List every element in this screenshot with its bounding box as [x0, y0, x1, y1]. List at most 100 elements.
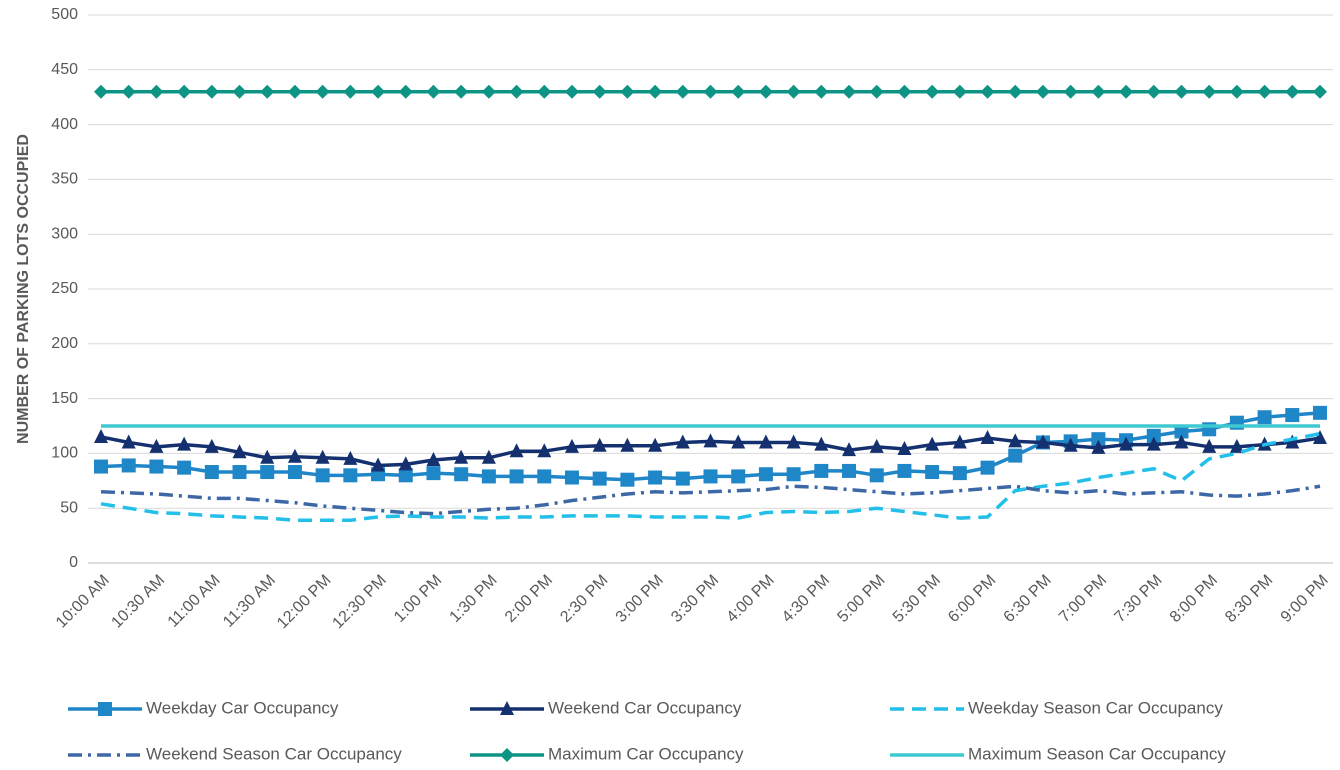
marker: [814, 84, 829, 99]
marker: [315, 449, 330, 464]
marker: [371, 84, 386, 99]
marker: [1035, 434, 1050, 449]
marker: [260, 84, 275, 99]
marker: [648, 84, 663, 99]
marker: [232, 465, 247, 480]
legend-label: Weekday Season Car Occupancy: [968, 698, 1223, 717]
y-tick-label: 50: [60, 499, 78, 516]
marker: [1146, 84, 1161, 99]
marker: [1091, 432, 1106, 447]
marker: [509, 443, 524, 458]
marker: [703, 469, 718, 484]
marker: [287, 465, 302, 480]
marker: [232, 444, 247, 459]
marker: [371, 457, 386, 472]
marker: [925, 84, 940, 99]
marker: [675, 84, 690, 99]
marker: [454, 84, 469, 99]
marker: [94, 84, 108, 99]
marker: [343, 84, 358, 99]
x-tick-label: 11:00 AM: [165, 572, 224, 631]
marker: [731, 469, 746, 484]
marker: [980, 460, 995, 475]
marker: [1174, 424, 1189, 439]
x-tick-label: 8:00 PM: [1167, 572, 1221, 626]
marker: [869, 84, 884, 99]
y-tick-label: 100: [51, 445, 78, 462]
marker: [509, 84, 524, 99]
marker: [786, 467, 801, 482]
marker: [1119, 436, 1134, 451]
marker: [925, 436, 940, 451]
marker: [842, 442, 857, 457]
x-tick-label: 10:00 AM: [53, 572, 113, 632]
x-tick-label: 6:30 PM: [1001, 572, 1055, 626]
marker: [121, 458, 136, 473]
marker: [952, 434, 967, 449]
x-tick-label: 1:30 PM: [447, 572, 501, 626]
marker: [620, 84, 635, 99]
marker: [204, 84, 219, 99]
marker: [315, 84, 330, 99]
legend-label: Maximum Season Car Occupancy: [968, 744, 1226, 763]
marker: [454, 449, 469, 464]
marker: [758, 467, 773, 482]
marker: [980, 84, 995, 99]
marker: [343, 468, 358, 483]
marker: [564, 470, 579, 485]
marker: [1008, 84, 1023, 99]
marker: [1091, 84, 1106, 99]
marker: [398, 84, 413, 99]
legend-label: Weekday Car Occupancy: [146, 698, 339, 717]
legend-label: Weekend Season Car Occupancy: [146, 744, 402, 763]
marker: [1202, 438, 1217, 453]
series-line: [100, 431, 1321, 523]
marker: [177, 436, 192, 451]
x-tick-label: 12:00 PM: [274, 572, 334, 632]
marker: [814, 463, 829, 478]
y-tick-label: 150: [51, 390, 78, 407]
marker: [1229, 438, 1244, 453]
marker: [260, 449, 275, 464]
marker: [1313, 430, 1327, 445]
legend-marker: [500, 701, 514, 715]
marker: [897, 84, 912, 99]
marker: [426, 451, 441, 466]
marker: [177, 84, 192, 99]
marker: [94, 459, 108, 474]
marker: [481, 449, 496, 464]
marker: [1285, 434, 1300, 449]
x-tick-label: 2:00 PM: [502, 572, 556, 626]
marker: [1008, 448, 1023, 463]
marker: [897, 441, 912, 456]
marker: [287, 448, 302, 463]
marker: [149, 459, 164, 474]
marker: [869, 468, 884, 483]
y-tick-label: 200: [51, 335, 78, 352]
legend-label: Weekend Car Occupancy: [548, 698, 742, 717]
legend-item: Weekend Season Car Occupancy: [68, 744, 402, 763]
y-tick-label: 350: [51, 171, 78, 188]
marker: [1257, 410, 1272, 425]
marker: [537, 469, 552, 484]
x-tick-label: 4:30 PM: [779, 572, 833, 626]
marker: [1257, 84, 1272, 99]
marker: [287, 84, 302, 99]
marker: [980, 430, 995, 445]
marker: [1035, 84, 1050, 99]
x-tick-label: 8:30 PM: [1222, 572, 1276, 626]
marker: [758, 434, 773, 449]
marker: [1063, 84, 1078, 99]
marker: [454, 467, 469, 482]
y-axis-label: NUMBER OF PARKING LOTS OCCUPIED: [15, 134, 32, 444]
legend-label: Maximum Car Occupancy: [548, 744, 744, 763]
marker: [703, 84, 718, 99]
marker: [675, 471, 690, 486]
marker: [1146, 436, 1161, 451]
x-tick-label: 3:00 PM: [613, 572, 667, 626]
legend-item: Weekday Season Car Occupancy: [890, 698, 1223, 717]
marker: [592, 471, 607, 486]
marker: [121, 84, 136, 99]
marker: [731, 84, 746, 99]
marker: [814, 436, 829, 451]
